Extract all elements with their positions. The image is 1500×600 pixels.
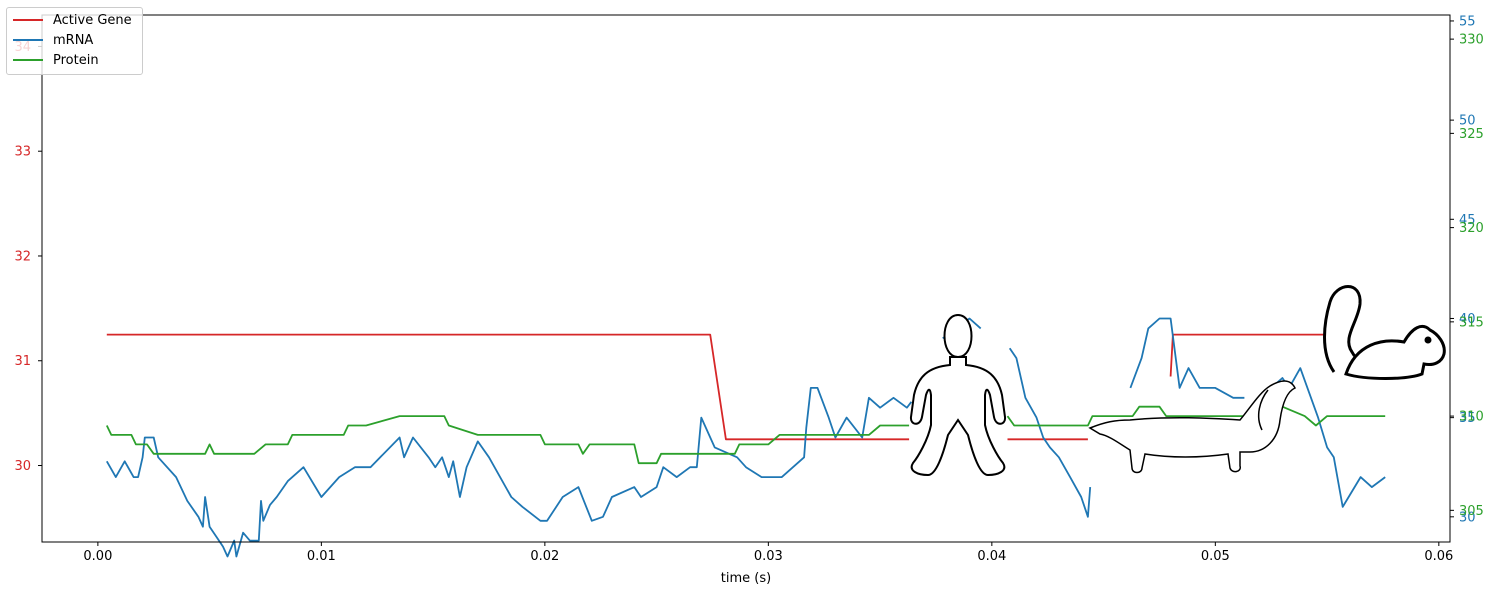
dachshund-drawing — [1088, 380, 1297, 474]
series-line-mrna-2 — [1008, 347, 1092, 518]
legend-item-active-gene: Active Gene — [13, 11, 132, 29]
x-tick-label: 0.02 — [530, 549, 559, 564]
protein-tick-label: 325 — [1459, 127, 1484, 142]
series-line-protein-0 — [105, 415, 910, 465]
legend-swatch — [13, 59, 43, 61]
legend-swatch — [13, 39, 43, 41]
x-tick-label: 0.05 — [1201, 549, 1230, 564]
person-outline-icon — [909, 313, 1007, 477]
legend-label: mRNA — [53, 32, 94, 48]
legend: Active Gene mRNA Protein — [6, 7, 143, 75]
gene-tick-label: 32 — [14, 249, 31, 264]
mrna-tick-label: 35 — [1459, 411, 1476, 426]
legend-swatch — [13, 19, 43, 21]
gene-tick-label: 31 — [14, 354, 31, 369]
illustrations-layer — [909, 285, 1446, 477]
x-tick-label: 0.00 — [83, 549, 112, 564]
mrna-tick-label: 30 — [1459, 510, 1476, 525]
series-line-protein-1 — [1006, 405, 1386, 427]
axes-layer: 0.00 0.01 0.02 0.03 0.04 0.05 0.06 time (s) 30 31… — [14, 14, 1483, 586]
protein-tick-label: 310 — [1459, 410, 1484, 425]
x-axis-label: time (s) — [721, 571, 771, 586]
series-line-mrna-3 — [1129, 317, 1245, 399]
mrna-tick-label: 50 — [1459, 114, 1476, 129]
x-tick-label: 0.06 — [1424, 549, 1453, 564]
legend-item-protein: Protein — [13, 51, 99, 69]
series-layer — [105, 317, 1386, 558]
gene-tick-label: 33 — [14, 145, 31, 160]
protein-tick-label: 305 — [1459, 504, 1484, 519]
squirrel-drawing — [1323, 285, 1446, 380]
protein-tick-label: 330 — [1459, 33, 1484, 48]
x-tick-label: 0.03 — [754, 549, 783, 564]
series-line-mrna-0 — [106, 386, 913, 558]
legend-label: Active Gene — [53, 12, 132, 28]
plot-frame — [41, 14, 1451, 543]
protein-tick-label: 320 — [1459, 221, 1484, 236]
gene-tick-label: 30 — [14, 459, 31, 474]
legend-label: Protein — [53, 52, 99, 68]
series-line-active-gene-2 — [1169, 333, 1328, 377]
mrna-tick-label: 45 — [1459, 213, 1476, 228]
series-line-active-gene-0 — [106, 333, 910, 441]
mrna-tick-label: 40 — [1459, 312, 1476, 327]
protein-tick-label: 315 — [1459, 315, 1484, 330]
x-tick-label: 0.01 — [307, 549, 336, 564]
x-tick-label: 0.04 — [977, 549, 1006, 564]
legend-item-mrna: mRNA — [13, 31, 93, 49]
mrna-tick-label: 55 — [1459, 14, 1476, 29]
